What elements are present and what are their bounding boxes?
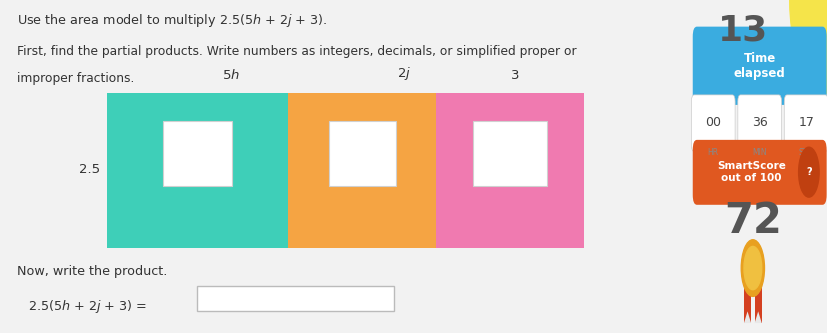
Bar [436,93,584,248]
Text: 2.5: 2.5 [79,163,100,176]
Circle shape [740,240,763,296]
Polygon shape [743,311,750,323]
Text: MIN: MIN [752,148,766,157]
Polygon shape [753,311,761,323]
Circle shape [789,0,827,93]
Text: 3: 3 [510,69,519,82]
Text: 2.5(5$h$ + 2$j$ + 3) =: 2.5(5$h$ + 2$j$ + 3) = [27,298,146,315]
Circle shape [743,246,761,290]
Bar [473,121,547,186]
FancyBboxPatch shape [753,278,761,323]
Text: 13: 13 [717,13,767,47]
FancyBboxPatch shape [691,95,734,152]
FancyBboxPatch shape [737,95,781,152]
Bar [163,121,232,186]
Text: 72: 72 [723,200,781,242]
Text: 5$h$: 5$h$ [222,68,240,82]
FancyBboxPatch shape [743,278,750,323]
Text: SEC: SEC [798,148,813,157]
Text: HR: HR [707,148,718,157]
FancyBboxPatch shape [692,27,825,105]
Text: improper fractions.: improper fractions. [17,72,135,85]
Text: 00: 00 [705,116,720,129]
Text: 17: 17 [797,116,813,129]
Text: Now, write the product.: Now, write the product. [17,265,167,278]
Circle shape [798,147,818,197]
Text: 2$j$: 2$j$ [396,65,410,82]
Text: ?: ? [805,167,810,177]
Bar [328,121,395,186]
Bar [288,93,436,248]
FancyBboxPatch shape [692,140,825,205]
Bar [197,286,394,311]
Text: First, find the partial products. Write numbers as integers, decimals, or simpli: First, find the partial products. Write … [17,45,576,58]
FancyBboxPatch shape [783,95,827,152]
Bar [107,93,288,248]
Text: SmartScore
out of 100: SmartScore out of 100 [716,162,785,183]
Text: Time
elapsed: Time elapsed [733,52,785,80]
Text: Use the area model to multiply 2.5(5$h$ + 2$j$ + 3).: Use the area model to multiply 2.5(5$h$ … [17,12,327,29]
Text: 36: 36 [751,116,767,129]
